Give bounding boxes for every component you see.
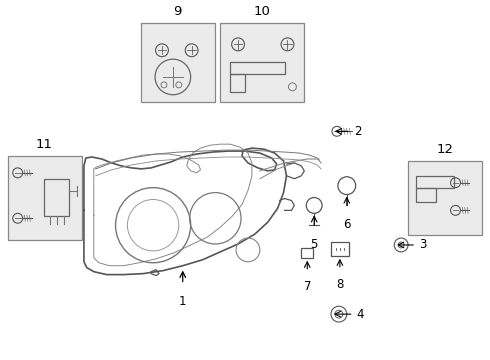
Text: 11: 11 — [36, 138, 53, 151]
Text: 2: 2 — [354, 125, 361, 138]
Bar — [301, 248, 313, 258]
Bar — [416, 188, 436, 202]
Text: 8: 8 — [336, 278, 343, 291]
Bar — [45, 179, 69, 216]
Text: 4: 4 — [357, 308, 364, 321]
Bar — [331, 242, 349, 256]
Bar — [220, 23, 304, 102]
Bar — [230, 62, 285, 74]
Text: 10: 10 — [253, 5, 270, 18]
Text: 12: 12 — [436, 143, 453, 156]
Text: 1: 1 — [179, 295, 187, 309]
Text: 7: 7 — [303, 280, 311, 293]
Bar — [416, 176, 454, 188]
Bar — [141, 23, 215, 102]
Text: 6: 6 — [343, 218, 350, 231]
Bar — [230, 74, 245, 92]
Bar — [408, 161, 482, 235]
Text: 9: 9 — [173, 5, 182, 18]
Bar — [8, 156, 82, 240]
Text: 5: 5 — [311, 238, 318, 251]
Text: 3: 3 — [419, 238, 426, 252]
